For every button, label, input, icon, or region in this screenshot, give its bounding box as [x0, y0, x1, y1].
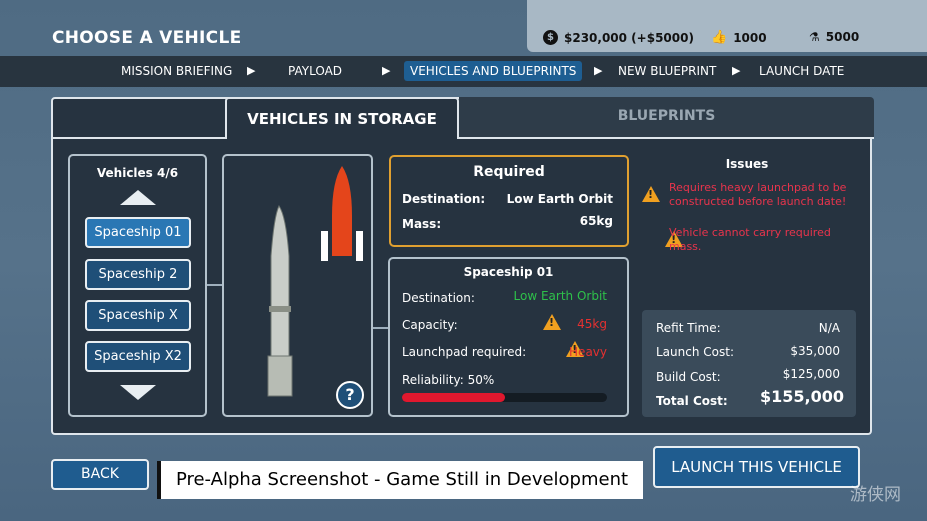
required-title: Required — [473, 164, 545, 180]
step-launch-date[interactable]: LAUNCH DATE — [759, 64, 845, 78]
connector — [207, 284, 222, 286]
arrow-right-icon: ▶ — [247, 64, 256, 77]
reputation-value: 1000 — [733, 30, 767, 45]
refit-label: Refit Time: — [656, 321, 721, 335]
arrow-right-icon: ▶ — [732, 64, 741, 77]
launch-vehicle-button[interactable]: LAUNCH THIS VEHICLE — [653, 446, 860, 488]
launch-cost-label: Launch Cost: — [656, 345, 734, 359]
vehicle-destination: Low Earth Orbit — [513, 289, 607, 303]
vehicle-capacity: 45kg — [577, 317, 607, 331]
help-button[interactable]: ? — [336, 381, 364, 409]
issue-item: Vehicle cannot carry required mass. — [669, 226, 831, 253]
vehicle-details-panel: Spaceship 01 Destination: Low Earth Orbi… — [388, 257, 629, 417]
scroll-down-icon[interactable] — [120, 385, 156, 400]
dollar-coin-icon: $ — [543, 30, 558, 45]
science-value: 5000 — [825, 30, 860, 44]
page-title: CHOOSE A VEHICLE — [52, 28, 242, 48]
launch-cost-value: $35,000 — [790, 344, 840, 358]
step-mission-briefing[interactable]: MISSION BRIEFING — [121, 64, 233, 78]
main-panel: VEHICLES IN STORAGE BLUEPRINTS Vehicles … — [51, 97, 874, 435]
vehicle-item[interactable]: Spaceship 2 — [85, 259, 191, 290]
step-breadcrumb: MISSION BRIEFING ▶ PAYLOAD ▶ VEHICLES AN… — [0, 56, 927, 87]
connector — [373, 327, 388, 329]
thumbs-up-down-icon: 👍 — [711, 30, 728, 45]
warning-icon — [642, 186, 660, 202]
vehicle-item[interactable]: Spaceship X2 — [85, 341, 191, 372]
refit-value: N/A — [818, 321, 840, 335]
step-vehicles-and-blueprints[interactable]: VEHICLES AND BLUEPRINTS — [404, 61, 583, 81]
money-value: $230,000 (+$5000) — [564, 30, 694, 45]
warning-icon — [566, 341, 585, 357]
reliability-label: Reliability: 50% — [402, 373, 495, 387]
tab-vehicles-in-storage[interactable]: VEHICLES IN STORAGE — [225, 97, 459, 139]
tab-blueprints[interactable]: BLUEPRINTS — [459, 97, 874, 139]
pre-alpha-banner: Pre-Alpha Screenshot - Game Still in Dev… — [157, 461, 643, 499]
reliability-fill — [402, 393, 505, 402]
destination-label: Destination: — [402, 291, 475, 305]
issue-item: Requires heavy launchpad to be construct… — [669, 181, 847, 208]
scroll-up-icon[interactable] — [120, 190, 156, 205]
build-cost-value: $125,000 — [782, 367, 840, 381]
arrow-right-icon: ▶ — [382, 64, 391, 77]
vehicle-count: Vehicles 4/6 — [96, 166, 179, 180]
capacity-label: Capacity: — [402, 318, 458, 332]
required-panel: Required Destination: Low Earth Orbit Ma… — [389, 155, 629, 247]
cost-summary: Refit Time: N/A Launch Cost: $35,000 Bui… — [642, 310, 856, 417]
money-display: $ $230,000 (+$5000) — [543, 30, 694, 45]
launchpad-label: Launchpad required: — [402, 345, 527, 359]
vehicle-item[interactable]: Spaceship 01 — [85, 217, 191, 248]
step-new-blueprint[interactable]: NEW BLUEPRINT — [618, 64, 717, 78]
required-destination: Low Earth Orbit — [506, 192, 613, 206]
science-display: ⚗ 5000 — [809, 30, 859, 44]
resources-bar: $ $230,000 (+$5000) 👍 1000 ⚗ 5000 — [527, 0, 927, 52]
build-cost-label: Build Cost: — [656, 370, 721, 384]
watermark-logo: 游侠网 — [850, 485, 901, 505]
vehicle-preview: ? — [222, 154, 373, 417]
reliability-bar — [402, 393, 607, 402]
total-cost-value: $155,000 — [759, 387, 844, 406]
rocket-model-image — [267, 166, 363, 397]
total-cost-label: Total Cost: — [656, 394, 728, 408]
step-payload[interactable]: PAYLOAD — [288, 64, 343, 78]
warning-icon — [543, 314, 561, 330]
vehicle-name: Spaceship 01 — [463, 265, 554, 279]
required-mass: 65kg — [579, 214, 613, 228]
vehicle-item[interactable]: Spaceship X — [85, 300, 191, 331]
destination-label: Destination: — [402, 192, 486, 206]
warning-icon — [665, 231, 684, 247]
back-button[interactable]: BACK — [51, 459, 149, 490]
vehicle-list: Vehicles 4/6 Spaceship 01 Spaceship 2 Sp… — [68, 154, 207, 417]
mass-label: Mass: — [402, 217, 442, 231]
flask-icon: ⚗ — [809, 30, 820, 44]
arrow-right-icon: ▶ — [594, 64, 603, 77]
reputation-display: 👍 1000 — [711, 30, 767, 45]
divider — [53, 137, 225, 139]
issues-title: Issues — [725, 157, 769, 171]
launchpad-value: Heavy — [569, 345, 607, 359]
